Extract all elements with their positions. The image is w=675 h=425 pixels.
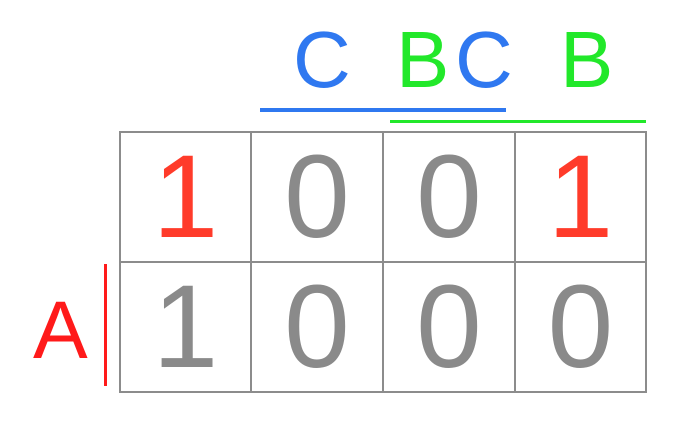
cell-r1-c1: 0 (284, 261, 350, 393)
column-label-b: B (560, 15, 614, 104)
column-label-bc-c: C (455, 15, 513, 104)
cell-r1-c2: 0 (416, 261, 482, 393)
column-label-c: C (293, 15, 351, 104)
cell-r1-c0: 1 (152, 261, 219, 393)
bracket-b-span (390, 120, 646, 123)
cell-r1-c3: 0 (547, 261, 614, 393)
bracket-a-span (104, 264, 107, 386)
row-label-a: A (33, 285, 88, 376)
column-label-bc-b: B (396, 15, 450, 104)
cell-r0-c3: 1 (547, 131, 614, 263)
cell-r0-c2: 0 (416, 131, 482, 263)
cell-r0-c1: 0 (284, 131, 350, 263)
bracket-c-span (260, 108, 506, 112)
cell-r0-c0: 1 (152, 131, 219, 263)
